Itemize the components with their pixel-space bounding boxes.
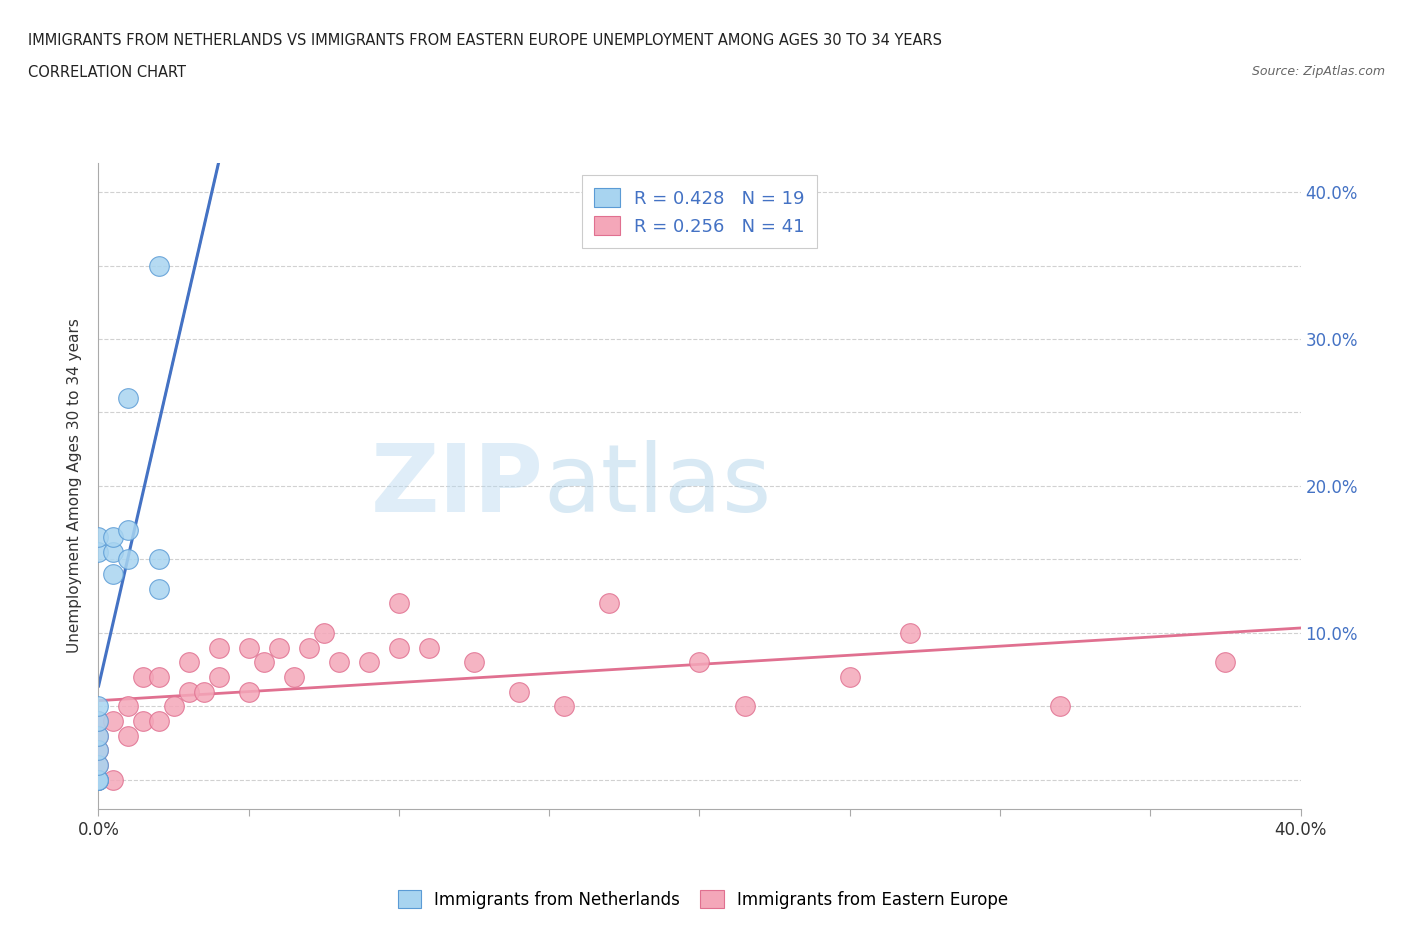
Point — [148, 551, 170, 566]
Point — [388, 640, 411, 655]
Point — [87, 728, 110, 743]
Point — [148, 670, 170, 684]
Point — [87, 772, 110, 787]
Point — [298, 640, 321, 655]
Point — [1049, 698, 1071, 713]
Point — [253, 655, 276, 670]
Y-axis label: Unemployment Among Ages 30 to 34 years: Unemployment Among Ages 30 to 34 years — [67, 318, 83, 654]
Point — [117, 523, 139, 538]
Point — [103, 566, 125, 581]
Point — [388, 596, 411, 611]
Point — [689, 655, 711, 670]
Point — [177, 655, 200, 670]
Point — [898, 625, 921, 640]
Point — [357, 655, 380, 670]
Point — [103, 545, 125, 560]
Point — [87, 728, 110, 743]
Point — [87, 772, 110, 787]
Point — [87, 530, 110, 545]
Point — [87, 758, 110, 773]
Text: CORRELATION CHART: CORRELATION CHART — [28, 65, 186, 80]
Point — [267, 640, 290, 655]
Text: IMMIGRANTS FROM NETHERLANDS VS IMMIGRANTS FROM EASTERN EUROPE UNEMPLOYMENT AMONG: IMMIGRANTS FROM NETHERLANDS VS IMMIGRANT… — [28, 33, 942, 47]
Point — [117, 391, 139, 405]
Point — [553, 698, 575, 713]
Point — [238, 640, 260, 655]
Point — [208, 670, 231, 684]
Point — [132, 713, 155, 728]
Point — [87, 772, 110, 787]
Text: ZIP: ZIP — [370, 440, 543, 532]
Point — [87, 743, 110, 758]
Point — [87, 758, 110, 773]
Point — [162, 698, 184, 713]
Text: atlas: atlas — [543, 440, 772, 532]
Point — [283, 670, 305, 684]
Point — [117, 698, 139, 713]
Point — [418, 640, 440, 655]
Legend: R = 0.428   N = 19, R = 0.256   N = 41: R = 0.428 N = 19, R = 0.256 N = 41 — [582, 175, 817, 248]
Point — [87, 743, 110, 758]
Point — [103, 713, 125, 728]
Point — [193, 684, 215, 699]
Point — [598, 596, 620, 611]
Point — [508, 684, 530, 699]
Point — [148, 713, 170, 728]
Point — [312, 625, 335, 640]
Point — [103, 530, 125, 545]
Point — [117, 551, 139, 566]
Legend: Immigrants from Netherlands, Immigrants from Eastern Europe: Immigrants from Netherlands, Immigrants … — [389, 882, 1017, 917]
Point — [87, 713, 110, 728]
Point — [177, 684, 200, 699]
Point — [148, 259, 170, 273]
Point — [208, 640, 231, 655]
Point — [463, 655, 485, 670]
Point — [238, 684, 260, 699]
Point — [1215, 655, 1237, 670]
Point — [132, 670, 155, 684]
Point — [117, 728, 139, 743]
Point — [148, 581, 170, 596]
Point — [328, 655, 350, 670]
Point — [734, 698, 756, 713]
Point — [87, 545, 110, 560]
Point — [87, 698, 110, 713]
Point — [87, 772, 110, 787]
Point — [838, 670, 860, 684]
Point — [103, 772, 125, 787]
Text: Source: ZipAtlas.com: Source: ZipAtlas.com — [1251, 65, 1385, 78]
Point — [87, 713, 110, 728]
